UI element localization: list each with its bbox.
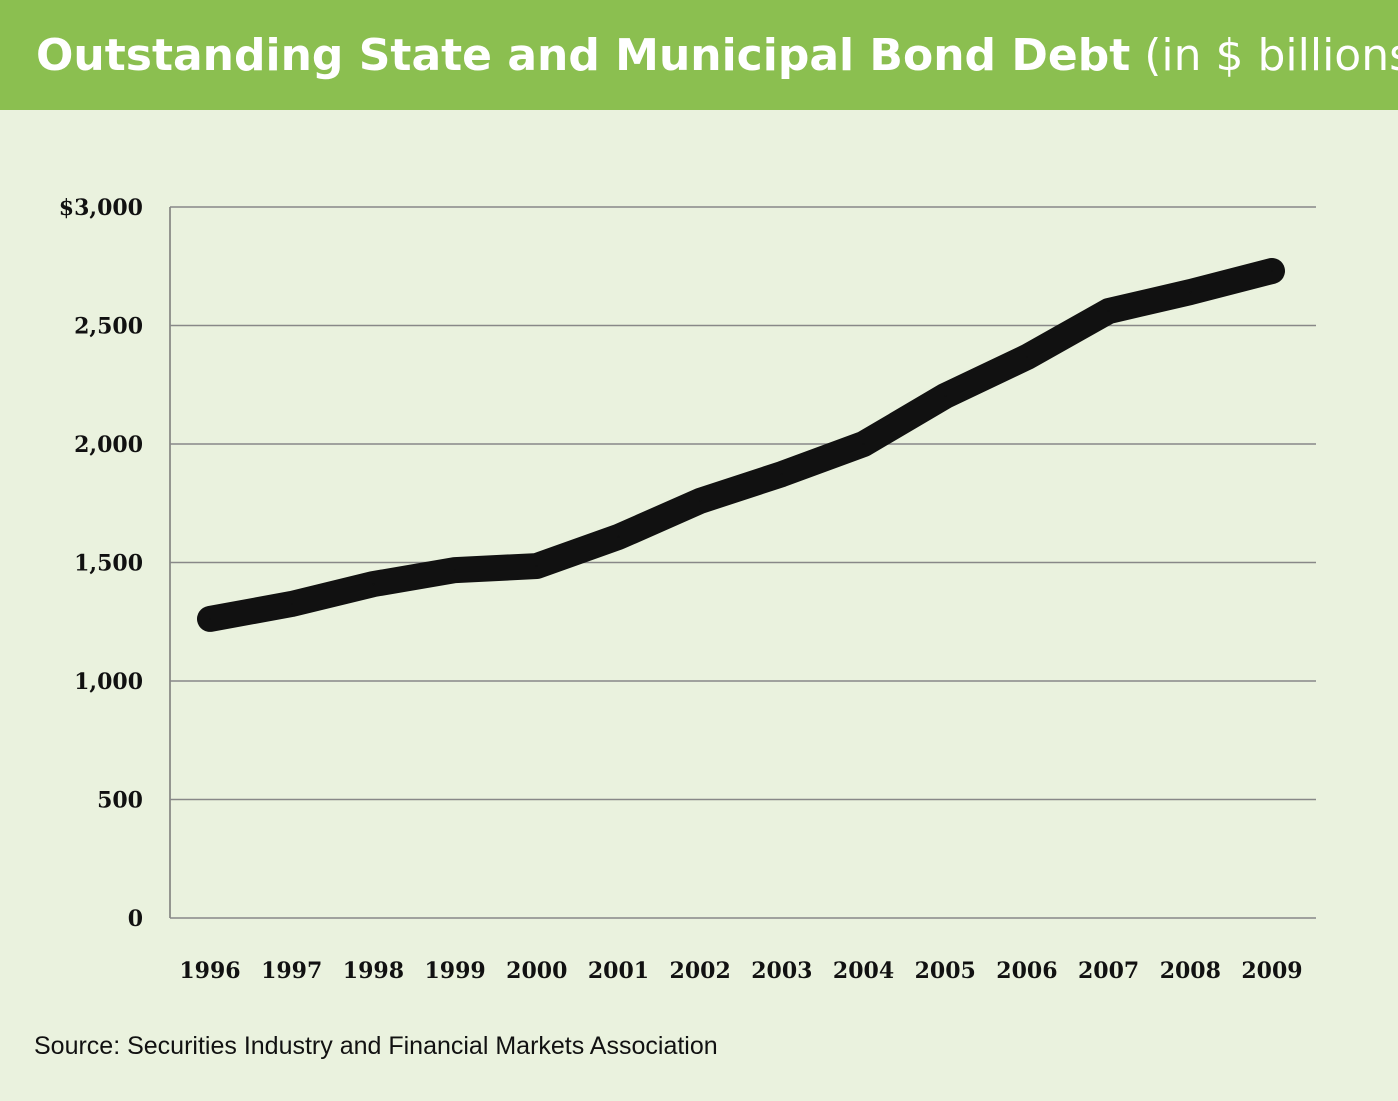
x-tick-label: 2007 <box>1078 958 1139 984</box>
data-point <box>290 602 293 605</box>
x-tick-label: 2002 <box>670 958 731 984</box>
y-tick-label: 1,000 <box>74 669 143 695</box>
y-tick-label: 2,500 <box>74 314 143 340</box>
data-point <box>454 569 457 572</box>
y-tick-label: 2,000 <box>74 432 143 458</box>
x-tick-label: 1997 <box>261 958 322 984</box>
x-tick-label: 2006 <box>996 958 1057 984</box>
x-tick-label: 2001 <box>588 958 649 984</box>
title-main: Outstanding State and Municipal Bond Deb… <box>36 30 1131 81</box>
data-point <box>699 499 702 502</box>
y-tick-label: $3,000 <box>59 195 143 221</box>
data-point <box>780 473 783 476</box>
data-point <box>862 443 865 445</box>
data-point <box>1271 269 1273 272</box>
title-units: (in $ billions) <box>1144 30 1398 81</box>
gridlines <box>169 206 1316 919</box>
data-point <box>535 565 538 568</box>
data-point <box>372 583 375 586</box>
x-tick-label: 2000 <box>506 958 567 984</box>
y-axis-ticks: 0 500 1,000 1,500 2,000 2,500 $3,000 <box>59 195 143 932</box>
data-point <box>1189 291 1192 294</box>
data-point <box>617 535 620 538</box>
x-tick-label: 1996 <box>179 958 240 984</box>
x-tick-label: 1999 <box>424 958 485 984</box>
series-line <box>197 257 1285 632</box>
data-point <box>944 394 947 397</box>
x-tick-label: 2008 <box>1160 958 1221 984</box>
x-tick-label: 2003 <box>751 958 812 984</box>
chart-title: Outstanding State and Municipal Bond Deb… <box>36 30 1398 81</box>
y-tick-label: 1,500 <box>74 551 143 577</box>
data-point <box>1025 356 1028 359</box>
series <box>197 257 1285 632</box>
x-axis-ticks: 1996 1997 1998 1999 2000 2001 2002 2003 2004 2005… <box>179 958 1302 984</box>
x-tick-label: 1998 <box>343 958 404 984</box>
y-tick-label: 0 <box>128 906 143 932</box>
x-tick-label: 2009 <box>1241 958 1302 984</box>
data-point <box>209 617 211 620</box>
x-tick-label: 2005 <box>915 958 976 984</box>
source-note: Source: Securities Industry and Financia… <box>34 1032 718 1060</box>
x-tick-label: 2004 <box>833 958 894 984</box>
title-banner: Outstanding State and Municipal Bond Deb… <box>0 0 1398 110</box>
y-tick-label: 500 <box>97 788 143 814</box>
data-point <box>1107 310 1110 313</box>
